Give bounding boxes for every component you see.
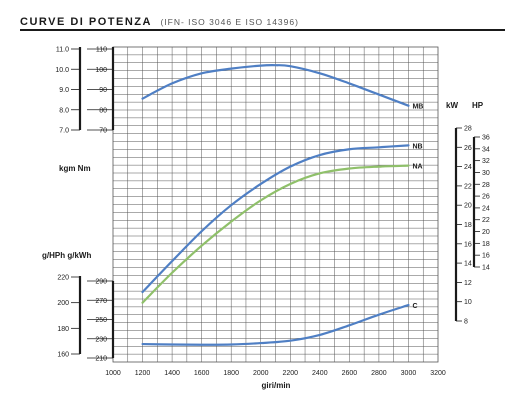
g-hph-axis-tick-label: 220 [57, 275, 69, 282]
hp-axis-tick-label: 30 [482, 170, 490, 177]
kgm-axis-tick-label: 8.0 [59, 107, 69, 114]
hp-axis-tick-label: 34 [482, 146, 490, 153]
x-tick-label: 2800 [371, 370, 387, 377]
hp-axis-tick-label: 18 [482, 241, 490, 248]
consumption-axis-label: g/HPh g/kWh [42, 251, 91, 260]
kw-axis-tick-label: 26 [464, 145, 472, 152]
kw-axis-tick-label: 24 [464, 164, 472, 171]
grid [112, 46, 439, 363]
hp-axis-tick-label: 26 [482, 194, 490, 201]
series-c-line [141, 303, 410, 346]
kgm-axis-tick-label: 11.0 [56, 47, 69, 54]
x-tick-label: 2600 [342, 370, 358, 377]
series-mb-line [141, 64, 410, 107]
x-tick-label: 3200 [430, 370, 446, 377]
kw-axis-tick-label: 8 [464, 319, 468, 326]
kw-axis-tick-label: 16 [464, 241, 472, 248]
kw-axis-label: kW [446, 101, 458, 110]
kw-axis-tick-label: 10 [464, 299, 472, 306]
x-axis-label: giri/min [262, 381, 291, 390]
nm-axis-tick-label: 100 [95, 67, 107, 74]
hp-axis-tick-label: 16 [482, 253, 490, 260]
series-mb-label: MB [412, 104, 423, 111]
nm-axis-tick-label: 110 [96, 47, 107, 54]
hp-axis-tick-label: 20 [482, 229, 490, 236]
kw-axis-tick-label: 12 [464, 280, 472, 287]
g-kwh-axis-tick-label: 290 [95, 279, 107, 286]
series-na-label: NA [412, 164, 422, 171]
x-tick-label: 1200 [135, 370, 151, 377]
kw-axis-tick-label: 28 [464, 126, 472, 133]
kgm-axis-tick-label: 10.0 [55, 67, 69, 74]
hp-axis-tick-label: 32 [482, 158, 490, 165]
x-tick-label: 2400 [312, 370, 328, 377]
axes [71, 47, 480, 359]
title-underline [20, 29, 505, 31]
g-hph-axis-tick-label: 160 [57, 352, 69, 359]
g-kwh-axis-tick-label: 230 [95, 336, 107, 343]
series-nb-label: NB [412, 143, 422, 150]
chart-header: CURVE DI POTENZA (IFN- ISO 3046 E ISO 14… [20, 12, 505, 34]
labels: kgm Nm g/HPh g/kWh kW HP giri/min 1000 12… [42, 47, 490, 391]
kw-axis-tick-label: 22 [464, 183, 472, 190]
kgm-axis-tick-label: 9.0 [59, 87, 69, 94]
series-nb-line [141, 144, 410, 294]
series-c-label: C [412, 303, 417, 310]
hp-axis-tick-label: 14 [482, 265, 490, 272]
g-kwh-axis-tick-label: 250 [95, 317, 107, 324]
nm-axis-tick-label: 90 [99, 87, 107, 94]
chart-title: CURVE DI POTENZA [20, 16, 152, 28]
kw-axis-tick-label: 14 [464, 261, 472, 268]
chart-subtitle: (IFN- ISO 3046 E ISO 14396) [160, 17, 299, 27]
series-na-line [141, 164, 410, 304]
x-tick-label: 3000 [401, 370, 417, 377]
x-tick-label: 1600 [194, 370, 210, 377]
nm-axis-tick-label: 70 [99, 128, 107, 135]
hp-axis-tick-label: 22 [482, 217, 490, 224]
g-hph-axis-tick-label: 180 [57, 326, 69, 333]
hp-axis-tick-label: 36 [482, 135, 490, 142]
hp-axis-tick-label: 28 [482, 182, 490, 189]
kw-axis-tick-label: 18 [464, 222, 472, 229]
x-tick-label: 2200 [282, 370, 298, 377]
x-tick-label: 2000 [253, 370, 269, 377]
kw-axis-tick-label: 20 [464, 203, 472, 210]
g-kwh-axis-tick-label: 270 [95, 298, 107, 305]
curves [141, 64, 410, 346]
kgm-axis-tick-label: 7.0 [59, 128, 69, 135]
torque-axis-label: kgm Nm [59, 164, 91, 173]
g-hph-axis-tick-label: 200 [57, 300, 69, 307]
x-tick-label: 1000 [105, 370, 121, 377]
hp-axis-tick-label: 24 [482, 205, 490, 212]
nm-axis-tick-label: 80 [99, 107, 107, 114]
hp-axis-label: HP [472, 101, 484, 110]
x-tick-label: 1800 [223, 370, 239, 377]
g-kwh-axis-tick-label: 210 [95, 356, 107, 363]
x-tick-label: 1400 [164, 370, 180, 377]
